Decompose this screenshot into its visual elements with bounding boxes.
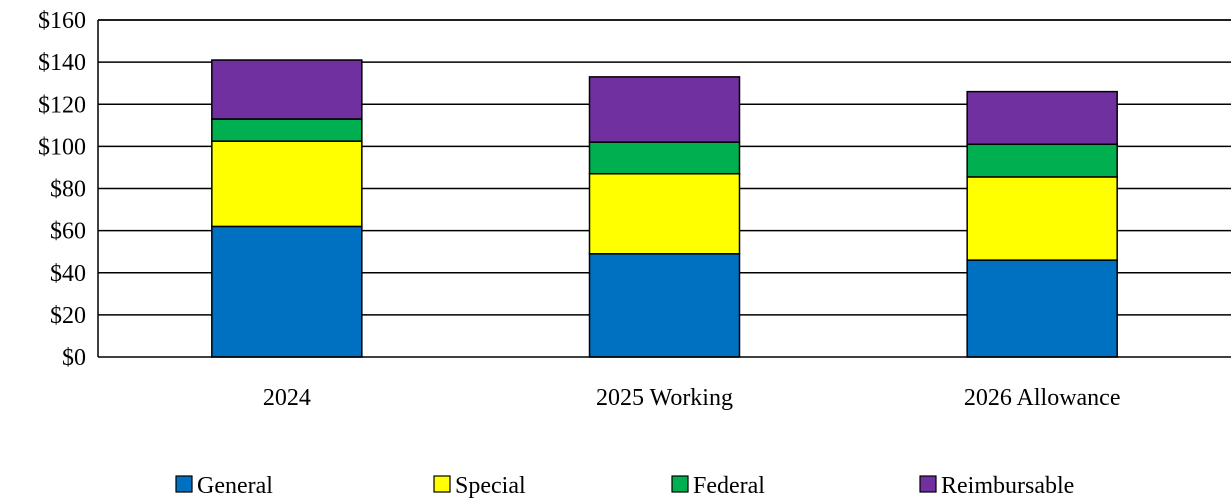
bar-2024-special [211, 140, 363, 228]
y-tick-label-160: $160 [38, 8, 86, 34]
legend-label-special: Special [455, 473, 526, 499]
bar-2026-allowance-reimbursable [966, 90, 1118, 146]
bar-2024-federal [211, 118, 363, 142]
legend-label-general: General [197, 473, 273, 499]
legend-swatch-special [433, 475, 451, 493]
y-tick-label-140: $140 [38, 50, 86, 76]
axes [97, 19, 1231, 358]
bars [211, 59, 1118, 358]
bar-2026-allowance-special [966, 176, 1118, 261]
y-tick-label-60: $60 [50, 219, 86, 245]
bar-2025-working-reimbursable [588, 76, 741, 143]
legend-label-reimbursable: Reimbursable [941, 473, 1074, 499]
y-tick-label-100: $100 [38, 134, 86, 160]
x-axis-category-labels: 2024 2025 Working 2026 Allowance [263, 385, 1121, 411]
bar-2026-allowance-general [966, 259, 1118, 358]
y-tick-label-80: $80 [50, 177, 86, 203]
legend: General Special Federal Reimbursable [175, 473, 1074, 499]
y-axis-tick-labels: $0 $20 $40 $60 $80 $100 $120 $140 $160 [38, 8, 86, 371]
legend-swatch-reimbursable [919, 475, 937, 493]
bar-2024-general [211, 225, 363, 358]
x-category-label-2025-working: 2025 Working [596, 385, 733, 411]
bar-2025-working-federal [588, 141, 741, 175]
bar-2024-reimbursable [211, 59, 363, 120]
legend-swatch-general [175, 475, 193, 493]
y-tick-label-40: $40 [50, 261, 86, 287]
legend-label-federal: Federal [693, 473, 765, 499]
legend-swatch-federal [671, 475, 689, 493]
bar-2025-working-special [588, 173, 741, 255]
bar-2026-allowance-federal [966, 143, 1118, 178]
x-category-label-2024: 2024 [263, 385, 311, 411]
bar-2025-working-general [588, 253, 741, 358]
y-tick-label-120: $120 [38, 92, 86, 118]
y-tick-label-0: $0 [62, 345, 86, 371]
x-category-label-2026-allowance: 2026 Allowance [964, 385, 1121, 411]
y-tick-label-20: $20 [50, 303, 86, 329]
